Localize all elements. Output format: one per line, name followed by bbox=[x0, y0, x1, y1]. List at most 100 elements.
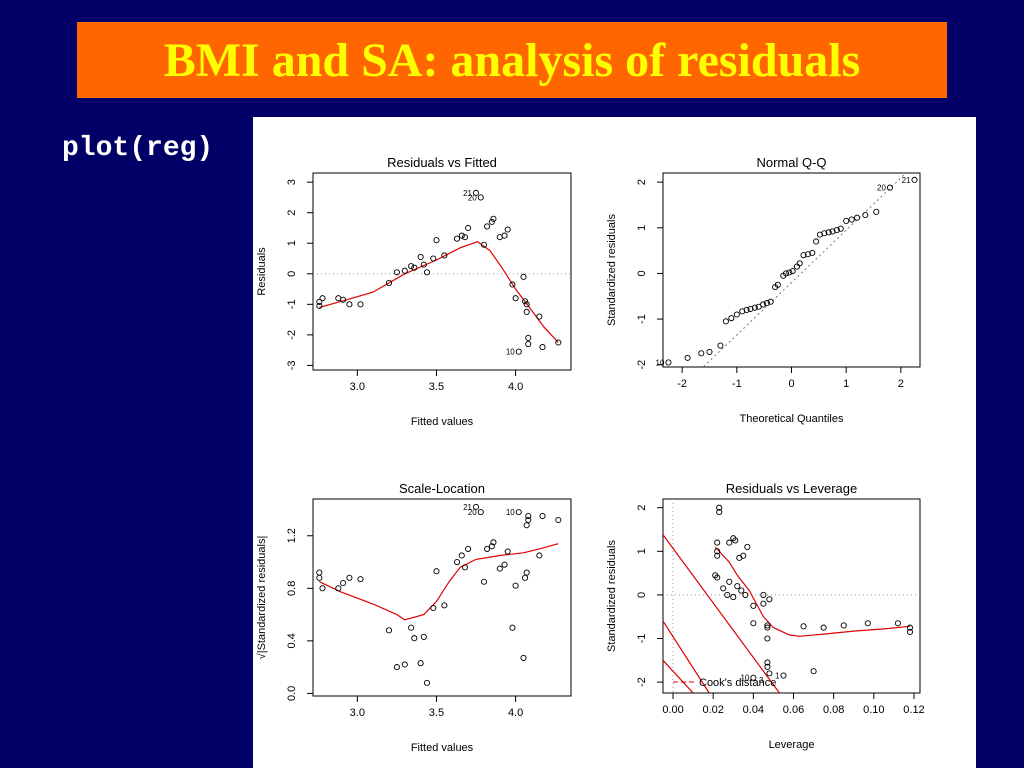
plot-title: Residuals vs Leverage bbox=[726, 481, 858, 496]
y-tick-label: 1.2 bbox=[286, 528, 298, 543]
data-point bbox=[525, 340, 532, 348]
data-point bbox=[458, 552, 465, 559]
y-axis-label: Standardized residuals bbox=[606, 214, 618, 326]
x-axis-label: Fitted values bbox=[411, 742, 474, 754]
plot-content bbox=[316, 503, 562, 686]
data-point bbox=[346, 574, 353, 581]
data-point bbox=[793, 263, 801, 270]
x-tick-label: 3.5 bbox=[429, 381, 444, 393]
data-point bbox=[509, 624, 516, 631]
data-point bbox=[539, 344, 546, 351]
data-point bbox=[820, 624, 827, 631]
panel-3: Scale-Location Fitted values √|Standardize… bbox=[256, 481, 572, 754]
x-tick-label: 3.0 bbox=[350, 707, 365, 719]
data-point bbox=[747, 305, 754, 313]
data-point bbox=[408, 624, 415, 631]
data-point bbox=[472, 189, 480, 196]
data-point bbox=[809, 249, 816, 256]
code-label: plot(reg) bbox=[62, 133, 214, 164]
point-label: 21 bbox=[463, 503, 472, 512]
data-point bbox=[461, 234, 469, 241]
data-point bbox=[523, 301, 530, 308]
data-point bbox=[319, 585, 326, 592]
data-point bbox=[733, 311, 740, 318]
data-point bbox=[357, 301, 364, 308]
data-point bbox=[810, 668, 817, 675]
data-point bbox=[512, 582, 519, 589]
data-point bbox=[423, 269, 431, 276]
cooks-distance-line bbox=[663, 659, 694, 693]
data-point bbox=[357, 576, 364, 583]
y-tick-label: 1 bbox=[636, 225, 648, 231]
data-point bbox=[800, 623, 807, 630]
x-tick-label: 0.12 bbox=[903, 704, 924, 716]
data-point bbox=[684, 354, 691, 361]
data-point bbox=[393, 664, 400, 671]
data-point bbox=[430, 604, 437, 612]
x-tick-label: 3.0 bbox=[350, 381, 365, 393]
data-point bbox=[840, 622, 847, 629]
data-point bbox=[744, 543, 751, 551]
y-tick-label: 2 bbox=[636, 505, 648, 511]
data-point bbox=[319, 295, 326, 302]
data-point bbox=[484, 545, 491, 552]
diagnostic-plots: Residuals vs Fitted Fitted values Residual… bbox=[256, 155, 925, 754]
data-point bbox=[340, 296, 347, 303]
data-point bbox=[488, 543, 495, 550]
data-point bbox=[763, 300, 770, 307]
x-tick-label: 4.0 bbox=[508, 707, 523, 719]
point-label: 10 bbox=[656, 358, 665, 367]
data-point bbox=[461, 564, 469, 571]
data-point bbox=[420, 633, 427, 640]
data-point bbox=[504, 548, 511, 555]
y-tick-label: 3 bbox=[286, 179, 298, 185]
data-point bbox=[837, 225, 844, 232]
data-point bbox=[734, 583, 741, 590]
data-point bbox=[488, 218, 495, 225]
data-point bbox=[453, 235, 461, 242]
plot-title: Residuals vs Fitted bbox=[387, 155, 497, 170]
data-point bbox=[750, 620, 757, 627]
x-tick-label: 0.10 bbox=[863, 704, 884, 716]
x-tick-label: 0.04 bbox=[743, 704, 764, 716]
point-label: 10 bbox=[506, 348, 515, 357]
data-point bbox=[854, 214, 861, 221]
data-point bbox=[417, 660, 424, 667]
data-point bbox=[316, 569, 323, 576]
data-point bbox=[714, 548, 721, 555]
plot-content bbox=[313, 189, 571, 355]
data-point bbox=[480, 241, 487, 248]
data-point bbox=[496, 565, 503, 572]
data-point bbox=[520, 654, 527, 661]
data-point bbox=[862, 211, 869, 219]
panel-1: Residuals vs Fitted Fitted values Residual… bbox=[256, 155, 572, 428]
data-point bbox=[423, 679, 431, 686]
data-point bbox=[906, 628, 914, 636]
data-point bbox=[453, 558, 461, 566]
data-point bbox=[523, 308, 530, 316]
data-point bbox=[555, 516, 562, 524]
y-tick-label: 0 bbox=[636, 592, 648, 598]
plot-area: Residuals vs Fitted Fitted values Residual… bbox=[253, 117, 976, 768]
title-banner: BMI and SA: analysis of residuals bbox=[77, 22, 947, 98]
data-point bbox=[536, 313, 543, 320]
data-point bbox=[800, 252, 807, 259]
x-tick-label: 0.00 bbox=[662, 704, 683, 716]
cooks-distance-line bbox=[663, 620, 710, 693]
slide-title: BMI and SA: analysis of residuals bbox=[163, 33, 861, 87]
data-point bbox=[766, 670, 773, 677]
data-point bbox=[764, 622, 771, 629]
plot-content bbox=[665, 173, 918, 367]
point-label: 20 bbox=[468, 193, 477, 202]
point-label: 10 bbox=[740, 674, 749, 683]
y-tick-label: 2 bbox=[286, 210, 298, 216]
data-point bbox=[716, 504, 723, 511]
plot-frame bbox=[312, 172, 572, 371]
data-point bbox=[751, 304, 758, 311]
data-point bbox=[782, 270, 790, 277]
data-point bbox=[340, 580, 347, 587]
data-point bbox=[726, 539, 733, 546]
data-point bbox=[873, 208, 880, 215]
plot-content bbox=[663, 499, 920, 693]
data-point bbox=[764, 663, 771, 670]
